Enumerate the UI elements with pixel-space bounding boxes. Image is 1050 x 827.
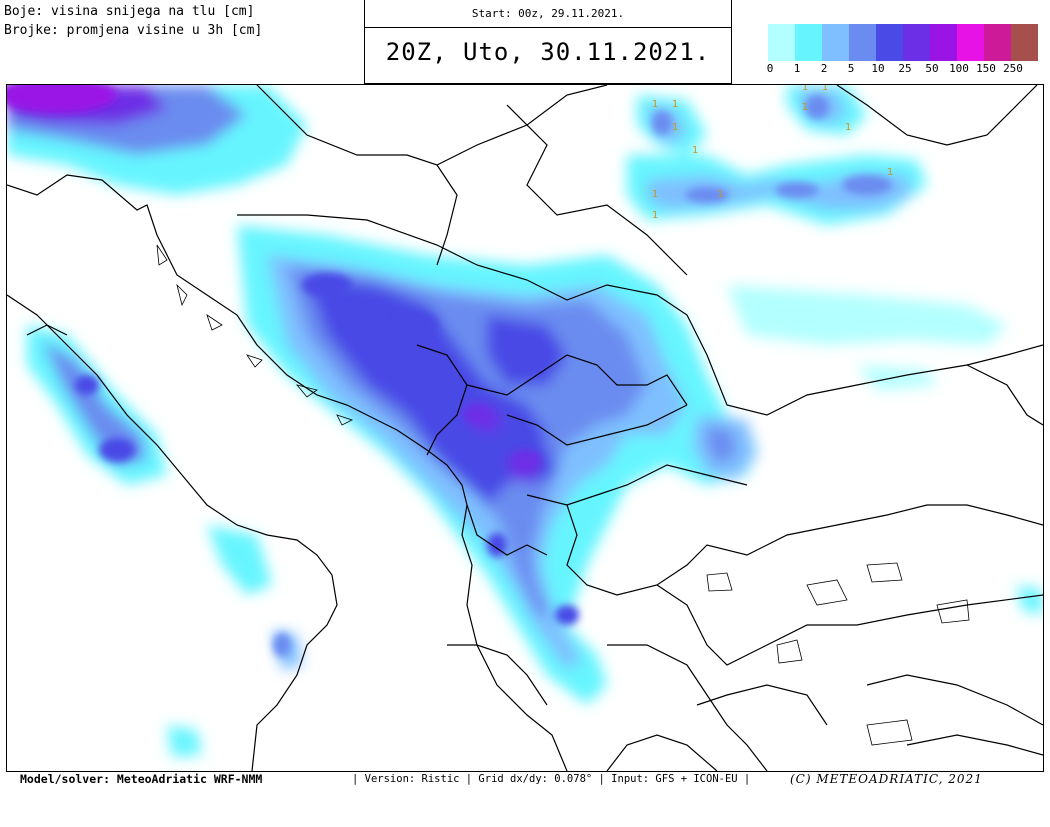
coastlines-and-borders (7, 85, 1043, 771)
snow-change-marker: 1 (887, 167, 893, 178)
scale-swatch (1011, 24, 1038, 61)
snow-change-marker: 1 (672, 99, 678, 110)
scale-swatch (876, 24, 903, 61)
scale-label: 5 (847, 62, 855, 75)
snow-change-marker: 1 (822, 85, 828, 93)
model-name: Model/solver: MeteoAdriatic WRF-NMM (20, 772, 263, 786)
model-meta: | Version: Ristic | Grid dx/dy: 0.078° |… (352, 773, 751, 785)
run-info-box: Start: 00z, 29.11.2021. 20Z, Uto, 30.11.… (364, 0, 732, 84)
snow-change-marker: 1 (652, 189, 658, 200)
snow-change-marker: 1 (652, 99, 658, 110)
model-start-time: Start: 00z, 29.11.2021. (365, 0, 731, 28)
legend-numbers-line: Brojke: promjena visine u 3h [cm] (4, 23, 263, 38)
valid-time-title: 20Z, Uto, 30.11.2021. (385, 38, 711, 66)
scale-label: 1 (793, 62, 801, 75)
snow-change-marker: 1 (672, 122, 678, 133)
snow-change-marker: 1 (692, 145, 698, 156)
scale-swatch (849, 24, 876, 61)
scale-label: 100 (949, 62, 969, 75)
scale-label: 2 (820, 62, 828, 75)
scale-swatch (930, 24, 957, 61)
scale-swatch (768, 24, 795, 61)
scale-label: 50 (925, 62, 939, 75)
scale-label: 25 (898, 62, 912, 75)
legend-description: Boje: visina snijega na tlu [cm] Brojke: … (4, 2, 262, 40)
snow-change-marker: 1 (717, 189, 723, 200)
snow-change-marker: 1 (802, 102, 808, 113)
snow-depth-map: 1 1 1 1 1 1 1 1 1 1 1 1 (7, 85, 1043, 771)
snow-cover-shading (7, 85, 1043, 757)
snow-cover-peaks (7, 85, 892, 657)
islands (156, 244, 970, 746)
scale-label: 150 (976, 62, 996, 75)
scale-swatch (984, 24, 1011, 61)
scale-swatch (822, 24, 849, 61)
copyright: (C) METEOADRIATIC, 2021 (790, 772, 983, 786)
snow-change-marker: 1 (802, 85, 808, 93)
snow-change-marker: 1 (845, 122, 851, 133)
scale-swatch (903, 24, 930, 61)
footer-bar: Model/solver: MeteoAdriatic WRF-NMM | Ve… (0, 771, 1050, 788)
scale-swatch (795, 24, 822, 61)
legend-colors-line: Boje: visina snijega na tlu [cm] (4, 4, 255, 19)
scale-label: 250 (1003, 62, 1023, 75)
scale-swatch (957, 24, 984, 61)
map-panel: 1 1 1 1 1 1 1 1 1 1 1 1 (6, 84, 1044, 772)
scale-label: 0 (766, 62, 774, 75)
snow-change-marker: 1 (652, 210, 658, 221)
scale-label: 10 (871, 62, 885, 75)
